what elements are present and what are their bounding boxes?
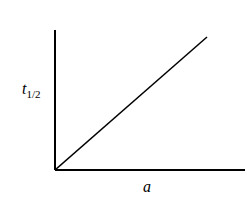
data-line — [55, 37, 207, 170]
plot-area — [55, 37, 207, 170]
chart-root: a t1/2 — [0, 0, 247, 205]
y-axis-label: t1/2 — [22, 80, 41, 100]
y-axis — [54, 30, 56, 170]
x-axis-label: a — [143, 178, 151, 195]
x-axis — [55, 169, 245, 171]
chart: a t1/2 — [0, 0, 247, 205]
